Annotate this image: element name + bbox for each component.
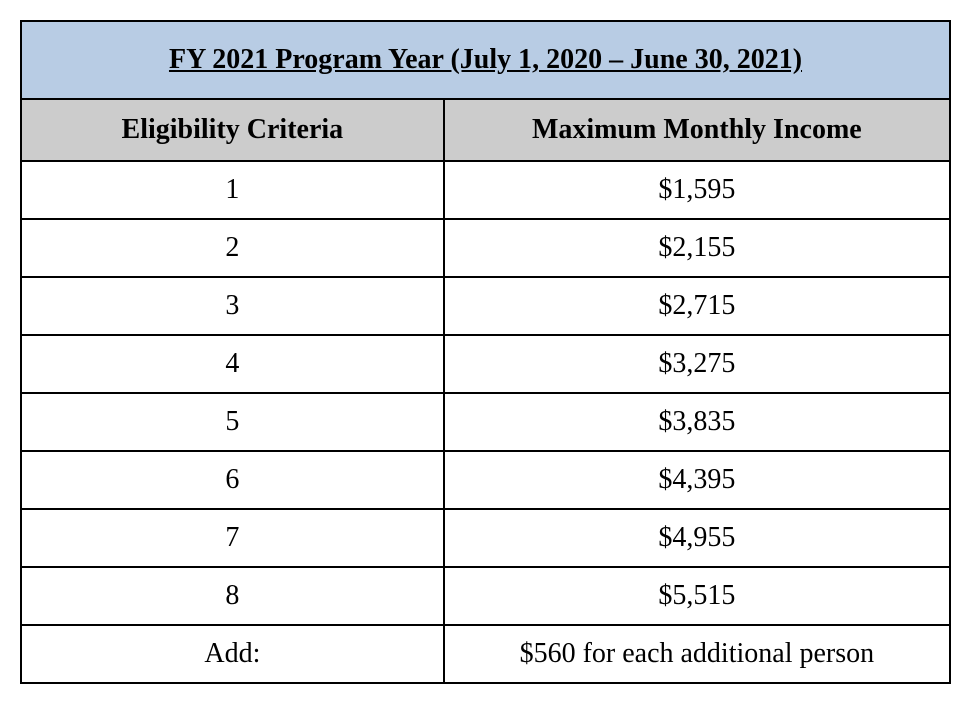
table-row: 1 $1,595	[21, 161, 950, 219]
table-title: FY 2021 Program Year (July 1, 2020 – Jun…	[21, 21, 950, 99]
cell-income: $4,955	[444, 509, 950, 567]
col-header-criteria: Eligibility Criteria	[21, 99, 444, 161]
table-row: 3 $2,715	[21, 277, 950, 335]
cell-criteria: 6	[21, 451, 444, 509]
cell-income: $2,715	[444, 277, 950, 335]
table-row: 6 $4,395	[21, 451, 950, 509]
cell-income: $5,515	[444, 567, 950, 625]
income-table-container: FY 2021 Program Year (July 1, 2020 – Jun…	[20, 20, 951, 684]
cell-criteria: 5	[21, 393, 444, 451]
cell-criteria: 2	[21, 219, 444, 277]
table-row: Add: $560 for each additional person	[21, 625, 950, 683]
table-row: 5 $3,835	[21, 393, 950, 451]
table-row: 2 $2,155	[21, 219, 950, 277]
cell-income: $4,395	[444, 451, 950, 509]
col-header-income: Maximum Monthly Income	[444, 99, 950, 161]
cell-criteria: 1	[21, 161, 444, 219]
table-body: 1 $1,595 2 $2,155 3 $2,715 4 $3,275 5 $3…	[21, 161, 950, 683]
cell-criteria: 4	[21, 335, 444, 393]
cell-criteria: 8	[21, 567, 444, 625]
cell-criteria: 7	[21, 509, 444, 567]
table-row: 7 $4,955	[21, 509, 950, 567]
table-row: 4 $3,275	[21, 335, 950, 393]
title-row: FY 2021 Program Year (July 1, 2020 – Jun…	[21, 21, 950, 99]
income-table: FY 2021 Program Year (July 1, 2020 – Jun…	[20, 20, 951, 684]
cell-income: $3,275	[444, 335, 950, 393]
cell-income: $2,155	[444, 219, 950, 277]
header-row: Eligibility Criteria Maximum Monthly Inc…	[21, 99, 950, 161]
cell-income: $3,835	[444, 393, 950, 451]
table-row: 8 $5,515	[21, 567, 950, 625]
cell-income: $1,595	[444, 161, 950, 219]
cell-income: $560 for each additional person	[444, 625, 950, 683]
cell-criteria: Add:	[21, 625, 444, 683]
cell-criteria: 3	[21, 277, 444, 335]
